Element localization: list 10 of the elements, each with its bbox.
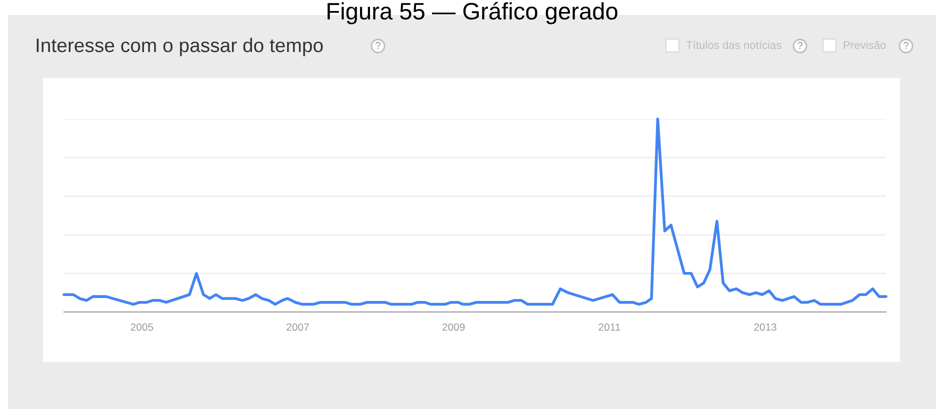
x-tick-label: 2009	[442, 323, 465, 331]
chart-subtitle: Interesse com o passar do tempo	[36, 38, 323, 56]
x-tick-label: 2011	[598, 323, 620, 331]
x-tick-label: 2013	[754, 323, 776, 331]
x-tick-label: 2007	[286, 323, 309, 331]
text: ?	[798, 42, 803, 50]
text: ?	[904, 42, 909, 50]
text: ?	[376, 42, 381, 50]
chart-title: Figura 55 — Gráfico gerado	[328, 2, 618, 24]
x-tick-label: 2005	[130, 323, 154, 331]
